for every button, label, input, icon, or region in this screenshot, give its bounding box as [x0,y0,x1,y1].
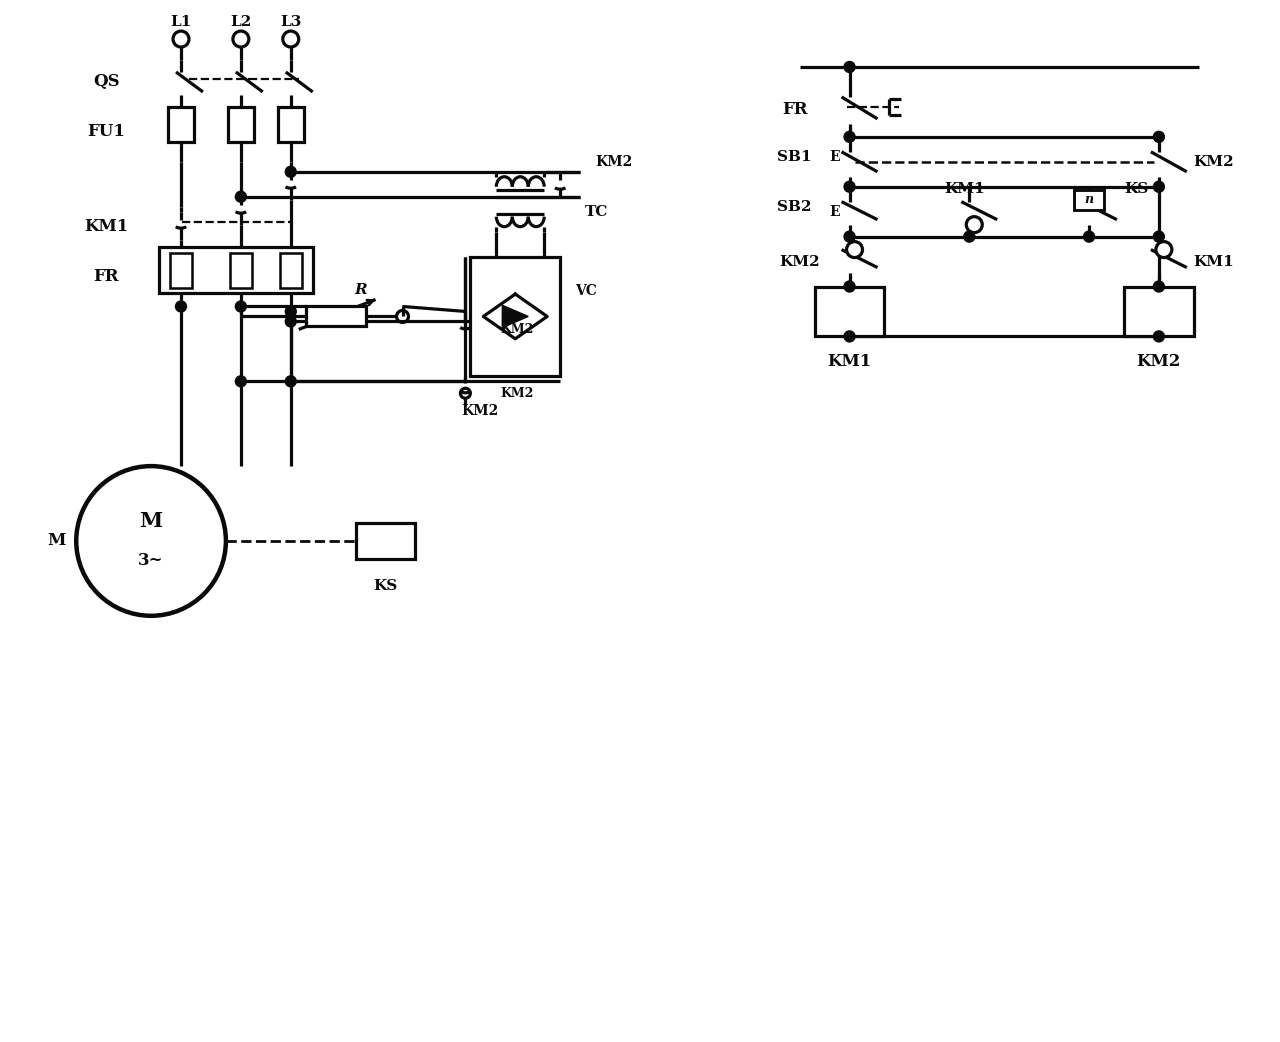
Text: KM1: KM1 [1194,254,1234,269]
Text: M: M [140,511,163,531]
Text: n: n [1084,193,1093,206]
Bar [280,252,302,288]
Text: FR: FR [93,268,119,286]
Circle shape [1084,231,1094,242]
Text: L1: L1 [170,15,192,29]
Circle shape [236,192,246,202]
Text: KM1: KM1 [827,353,872,370]
Text: KM2: KM2 [1137,353,1181,370]
Circle shape [285,376,296,387]
Text: E: E [829,204,840,219]
Circle shape [1153,231,1165,242]
Bar [170,252,192,288]
Circle shape [1153,281,1165,292]
Text: VC: VC [575,284,596,298]
Circle shape [844,131,855,143]
Bar [1074,190,1103,209]
Bar [278,107,303,142]
Circle shape [285,167,296,177]
Text: FR: FR [782,101,808,119]
Text: L3: L3 [280,15,302,29]
Text: KM1: KM1 [84,218,128,235]
Bar [814,287,884,337]
Text: FU1: FU1 [87,123,125,141]
Circle shape [1153,181,1165,192]
Bar [159,247,312,294]
Circle shape [844,231,855,242]
Text: KM2: KM2 [595,155,632,169]
Text: KS: KS [374,579,398,593]
Circle shape [964,231,975,242]
Circle shape [844,281,855,292]
Text: KM2: KM2 [500,387,534,400]
Circle shape [846,242,863,257]
Text: M: M [47,532,65,549]
Text: KM2: KM2 [780,254,820,269]
Text: 3~: 3~ [138,552,164,569]
Bar [356,523,416,559]
Text: SB2: SB2 [777,200,812,214]
Bar [168,107,195,142]
Circle shape [1153,331,1165,342]
Circle shape [1153,131,1165,143]
Text: E: E [829,150,840,164]
Text: QS: QS [93,73,119,91]
Circle shape [844,331,855,342]
Text: KM2: KM2 [1194,155,1234,169]
Circle shape [175,301,187,312]
Circle shape [844,61,855,73]
Text: SB1: SB1 [777,150,812,164]
Text: R: R [355,282,367,297]
Circle shape [236,301,246,312]
Text: KS: KS [1124,181,1148,196]
Text: KM1: KM1 [943,181,984,196]
Circle shape [844,181,855,192]
Circle shape [236,376,246,387]
Bar [1124,287,1194,337]
Circle shape [285,316,296,327]
Polygon shape [502,305,529,327]
Circle shape [966,217,982,232]
Bar [228,107,253,142]
Circle shape [1156,242,1172,257]
Text: KM2: KM2 [462,404,499,418]
Text: KM2: KM2 [500,323,534,336]
Text: TC: TC [585,204,608,219]
Text: L2: L2 [230,15,251,29]
Bar [230,252,252,288]
Circle shape [285,306,296,317]
Bar [470,256,561,376]
Bar [306,306,366,326]
